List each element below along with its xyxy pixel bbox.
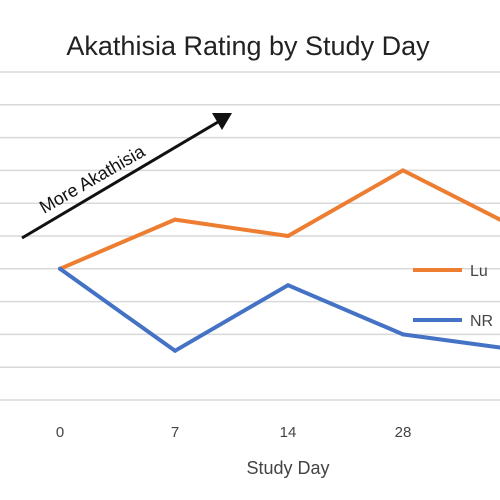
annotation-text: More Akathisia bbox=[36, 141, 149, 218]
x-tick-labels: 0 7 14 28 bbox=[56, 424, 412, 441]
data-point-nr bbox=[286, 283, 290, 288]
data-point-nr bbox=[401, 332, 405, 337]
data-point-nr bbox=[173, 348, 177, 353]
series-line-nr bbox=[58, 267, 500, 353]
legend: Lu NR bbox=[413, 263, 493, 330]
x-tick-label: 14 bbox=[280, 424, 297, 441]
data-point-lu bbox=[173, 217, 177, 222]
annotation: More Akathisia bbox=[21, 113, 232, 240]
data-point-lu bbox=[401, 168, 405, 173]
gridlines bbox=[0, 71, 500, 401]
annotation-arrow-shaft bbox=[21, 120, 219, 240]
series-line-lu bbox=[59, 168, 500, 271]
legend-label-nr: NR bbox=[470, 313, 493, 330]
series-layer bbox=[58, 168, 500, 353]
x-axis-label: Study Day bbox=[246, 458, 329, 478]
annotation-arrowhead-icon bbox=[212, 113, 232, 130]
x-tick-label: 28 bbox=[395, 424, 412, 441]
legend-label-lu: Lu bbox=[470, 263, 488, 280]
x-tick-label: 0 bbox=[56, 424, 64, 441]
x-tick-label: 7 bbox=[171, 424, 179, 441]
chart-title: Akathisia Rating by Study Day bbox=[66, 31, 430, 61]
data-point-lu bbox=[286, 234, 290, 238]
data-point-nr bbox=[58, 266, 62, 271]
